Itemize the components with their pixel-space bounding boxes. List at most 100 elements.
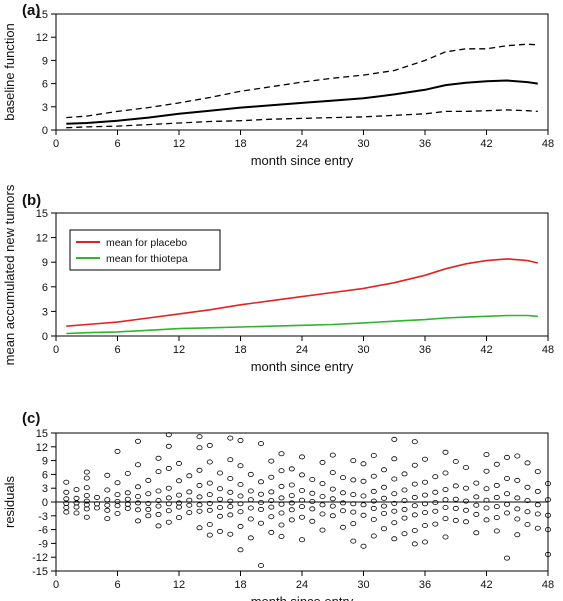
residual-point bbox=[268, 504, 275, 510]
residual-point bbox=[534, 488, 541, 494]
residual-point bbox=[298, 472, 305, 478]
residual-point bbox=[545, 512, 552, 518]
y-axis-label: mean accumulated new tumors bbox=[2, 184, 17, 365]
residual-point bbox=[360, 543, 367, 549]
y-tick-label: 15 bbox=[36, 9, 48, 21]
residual-point bbox=[155, 511, 162, 517]
residual-point bbox=[73, 510, 80, 516]
y-tick-label: 9 bbox=[42, 55, 48, 67]
residual-point bbox=[319, 493, 326, 499]
x-tick-label: 30 bbox=[357, 344, 369, 356]
residual-point bbox=[380, 526, 387, 532]
residual-point bbox=[503, 501, 510, 507]
residual-point bbox=[545, 497, 552, 503]
residual-point bbox=[165, 501, 172, 507]
residual-point bbox=[175, 478, 182, 484]
residual-point bbox=[145, 500, 152, 506]
residual-point bbox=[257, 441, 264, 447]
residual-point bbox=[483, 452, 490, 458]
residual-point bbox=[124, 496, 131, 502]
residual-point bbox=[421, 501, 428, 507]
residual-point bbox=[483, 517, 490, 523]
y-tick-label: -9 bbox=[38, 538, 48, 550]
residual-point bbox=[104, 516, 111, 522]
residual-point bbox=[196, 434, 203, 440]
y-tick-label: 15 bbox=[36, 208, 48, 220]
x-tick-label: 18 bbox=[234, 344, 246, 356]
residual-point bbox=[514, 532, 521, 538]
residual-point bbox=[247, 516, 254, 522]
residual-point bbox=[391, 520, 398, 526]
plot-frame bbox=[55, 13, 549, 131]
residual-point bbox=[442, 487, 449, 493]
legend-entry: mean for placebo bbox=[106, 237, 187, 249]
x-tick-label: 0 bbox=[53, 138, 59, 150]
residual-point bbox=[391, 491, 398, 497]
panel-label: (c) bbox=[22, 410, 40, 427]
residual-point bbox=[237, 523, 244, 529]
x-tick-label: 42 bbox=[480, 579, 492, 591]
residual-point bbox=[268, 474, 275, 480]
residual-point bbox=[216, 496, 223, 502]
legend-entry: mean for thiotepa bbox=[106, 253, 188, 265]
residual-point bbox=[155, 488, 162, 494]
residual-point bbox=[503, 510, 510, 516]
residual-point bbox=[278, 495, 285, 501]
residual-point bbox=[442, 504, 449, 510]
residual-point bbox=[268, 529, 275, 535]
residual-point bbox=[104, 497, 111, 503]
residual-point bbox=[134, 507, 141, 513]
residual-point bbox=[175, 460, 182, 466]
residual-point bbox=[134, 484, 141, 490]
residual-point bbox=[545, 551, 552, 557]
residual-point bbox=[247, 535, 254, 541]
residual-point bbox=[83, 493, 90, 499]
residual-point bbox=[288, 493, 295, 499]
residual-point bbox=[257, 491, 264, 497]
residual-point bbox=[350, 538, 357, 544]
y-axis-label: residuals bbox=[2, 475, 17, 528]
residual-point bbox=[175, 515, 182, 521]
y-tick-label: 9 bbox=[42, 456, 48, 468]
x-tick-label: 6 bbox=[114, 344, 120, 356]
residual-point bbox=[493, 461, 500, 467]
residual-point bbox=[134, 518, 141, 524]
residual-point bbox=[145, 477, 152, 483]
series-line-2 bbox=[66, 109, 538, 129]
x-tick-label: 24 bbox=[296, 579, 308, 591]
residual-point bbox=[339, 475, 346, 481]
residual-point bbox=[165, 432, 172, 438]
residual-point bbox=[452, 505, 459, 511]
residual-point bbox=[534, 469, 541, 475]
series-line-1 bbox=[66, 314, 538, 335]
residual-point bbox=[165, 465, 172, 471]
residual-point bbox=[442, 449, 449, 455]
residual-point bbox=[524, 522, 531, 528]
residual-point bbox=[134, 493, 141, 499]
residual-point bbox=[411, 503, 418, 509]
residual-point bbox=[411, 494, 418, 500]
residual-point bbox=[524, 498, 531, 504]
residual-point bbox=[175, 492, 182, 498]
residual-point bbox=[83, 498, 90, 504]
residual-point bbox=[257, 506, 264, 512]
residual-point bbox=[329, 486, 336, 492]
residual-point bbox=[309, 506, 316, 512]
residual-point bbox=[237, 437, 244, 443]
y-axis-label: baseline function bbox=[2, 23, 17, 121]
residual-point bbox=[411, 439, 418, 445]
residual-point bbox=[524, 509, 531, 515]
y-tick-label: 6 bbox=[42, 282, 48, 294]
y-tick-label: 9 bbox=[42, 257, 48, 269]
x-tick-label: 48 bbox=[542, 138, 554, 150]
y-tick-label: 3 bbox=[42, 102, 48, 114]
residual-point bbox=[309, 498, 316, 504]
residual-point bbox=[63, 504, 70, 510]
residual-point bbox=[196, 502, 203, 508]
residual-point bbox=[216, 513, 223, 519]
residual-point bbox=[237, 493, 244, 499]
residual-point bbox=[278, 468, 285, 474]
residual-point bbox=[196, 494, 203, 500]
residual-point bbox=[227, 498, 234, 504]
residual-point bbox=[206, 507, 213, 513]
